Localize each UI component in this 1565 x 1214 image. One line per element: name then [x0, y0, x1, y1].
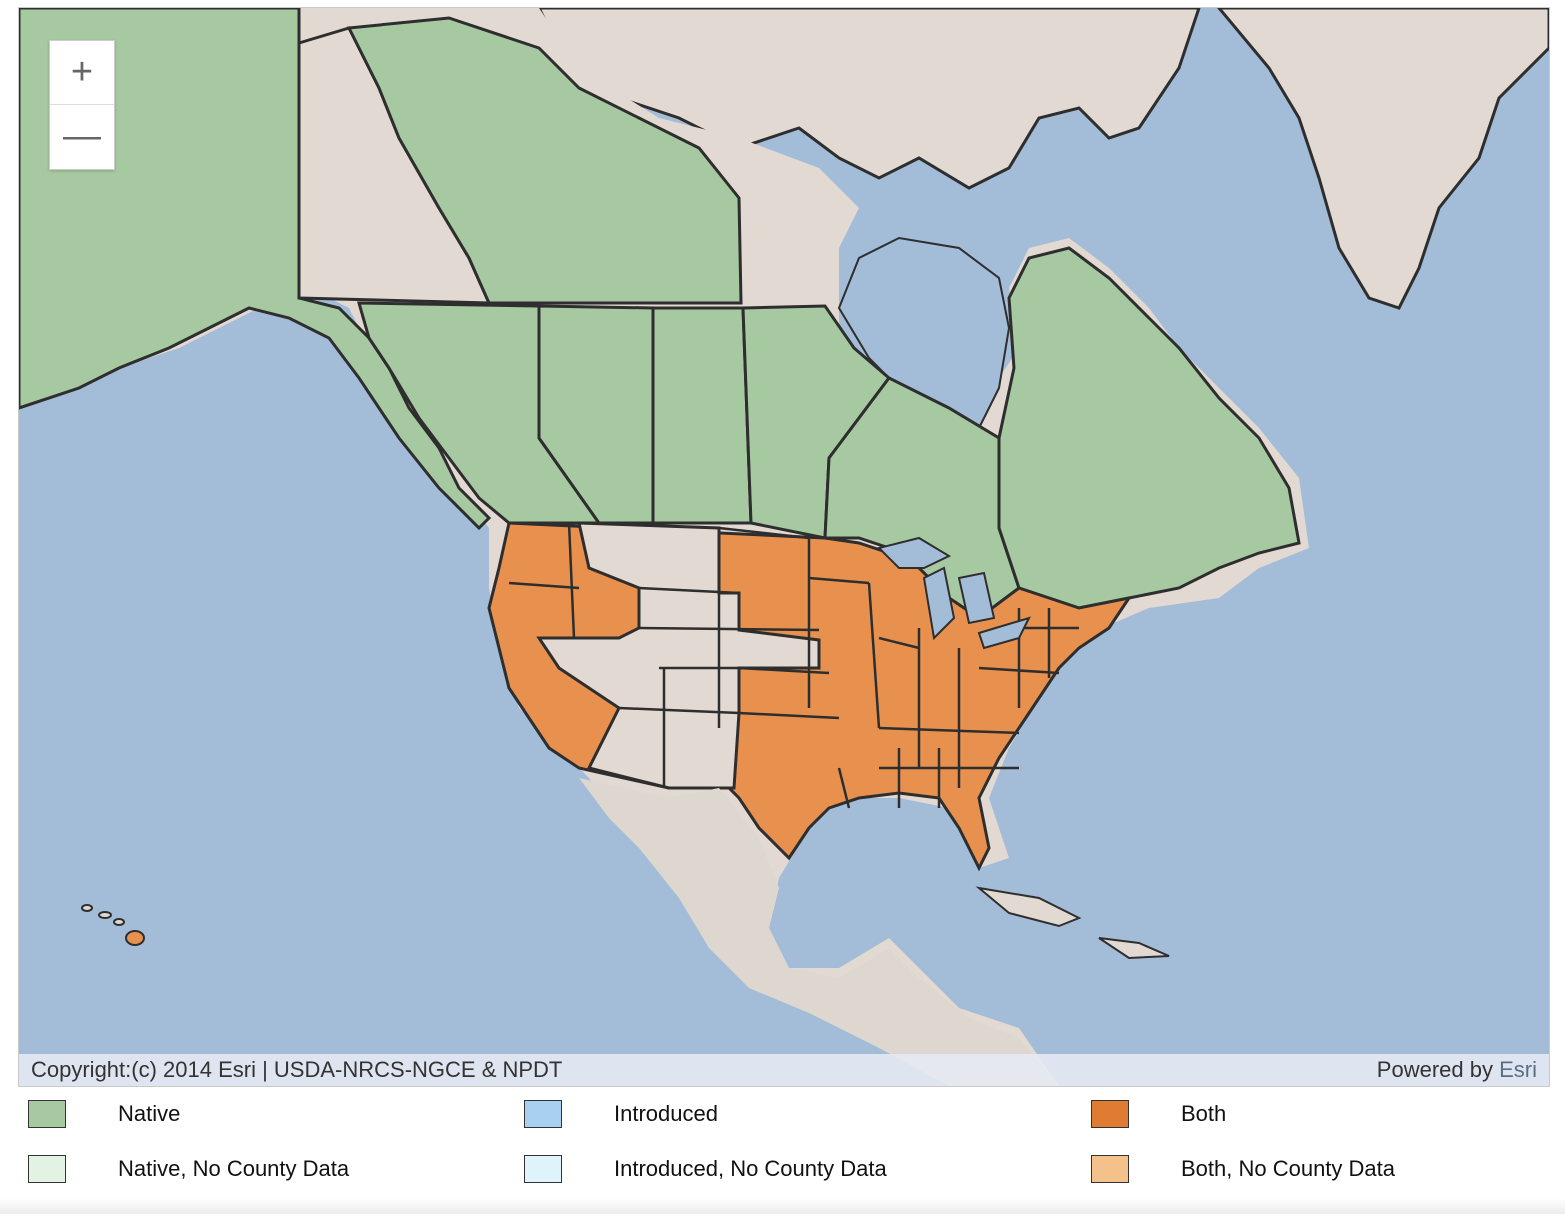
region-us-grey-west — [536, 521, 821, 790]
zoom-in-button[interactable]: + — [50, 41, 114, 105]
legend-label-native-no-county: Native, No County Data — [118, 1156, 350, 1181]
region-northern-canada — [346, 16, 743, 305]
caribbean-islands — [975, 886, 1170, 960]
mexico-land — [579, 778, 1059, 1086]
legend-item-native-no-county: Native, No County Data — [28, 1155, 349, 1183]
legend-item-introduced: Introduced — [524, 1100, 718, 1128]
map-canvas[interactable] — [19, 8, 1549, 1086]
attribution-bar: Copyright:(c) 2014 Esri | USDA-NRCS-NGCE… — [19, 1054, 1549, 1086]
region-alberta — [537, 304, 655, 525]
legend-label-introduced: Introduced — [614, 1101, 718, 1126]
legend-label-introduced-no-county: Introduced, No County Data — [614, 1156, 887, 1181]
region-saskatchewan — [651, 306, 753, 525]
legend-label-both: Both — [1181, 1101, 1227, 1126]
legend-swatch-both — [1091, 1100, 1129, 1128]
powered-by: Powered by Esri — [1377, 1057, 1537, 1083]
legend-item-introduced-no-county: Introduced, No County Data — [524, 1155, 887, 1183]
zoom-out-button[interactable]: — — [63, 115, 101, 157]
legend-label-native: Native — [118, 1101, 181, 1126]
legend-swatch-introduced — [524, 1100, 562, 1128]
great-lakes — [877, 536, 1031, 650]
legend-item-both-no-county: Both, No County Data — [1091, 1155, 1395, 1183]
hawaii-islands — [81, 904, 145, 946]
bottom-shade — [0, 1198, 1565, 1214]
zoom-control: + — — [49, 40, 115, 170]
legend-swatch-introduced-no-county — [524, 1155, 562, 1183]
legend-swatch-both-no-county — [1091, 1155, 1129, 1183]
arctic-islands — [537, 8, 1201, 190]
esri-link[interactable]: Esri — [1499, 1057, 1537, 1082]
legend-swatch-native — [28, 1100, 66, 1128]
legend-item-both: Both — [1091, 1100, 1226, 1128]
legend-label-both-no-county: Both, No County Data — [1181, 1156, 1396, 1181]
map-view[interactable]: + — Copyright:(c) 2014 Esri | USDA-NRCS-… — [18, 7, 1550, 1087]
legend-swatch-native-no-county — [28, 1155, 66, 1183]
copyright-text: Copyright:(c) 2014 Esri | USDA-NRCS-NGCE… — [31, 1057, 563, 1082]
legend: Native Introduced Both Native, No County… — [18, 1092, 1548, 1202]
region-alaska — [19, 8, 492, 531]
legend-item-native: Native — [28, 1100, 180, 1128]
state-borders — [508, 522, 1079, 809]
powered-by-text: Powered by — [1376, 1057, 1493, 1082]
greenland-land — [1217, 8, 1549, 310]
